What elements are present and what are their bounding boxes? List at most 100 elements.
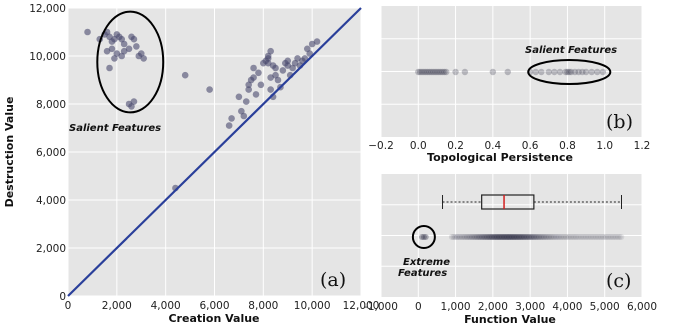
data-point <box>571 68 579 76</box>
data-point <box>463 234 470 240</box>
y-ticks-a: 0 2,000 4,000 6,000 8,000 10,000 12,000 <box>29 3 66 303</box>
data-point <box>435 68 442 76</box>
points-c <box>419 234 625 240</box>
data-point <box>564 234 571 240</box>
data-point <box>534 234 541 240</box>
scatter-panel-a: Salient Features (a) 0 2,000 4,000 6,000 8,0… <box>3 3 379 325</box>
grid-b <box>380 6 643 137</box>
data-point <box>500 234 507 240</box>
x-ticks-a: 0 2,000 4,000 6,000 8,000 10,000 12,000 <box>65 300 380 312</box>
data-point <box>549 234 556 240</box>
data-point <box>505 234 512 240</box>
x-tick-label: 5,000 <box>590 301 620 313</box>
points-a <box>84 28 321 192</box>
data-point <box>596 234 603 240</box>
x-axis-label-a: Creation Value <box>168 312 259 325</box>
data-point <box>564 68 571 76</box>
data-point <box>430 68 437 76</box>
data-point <box>418 68 426 76</box>
data-point <box>531 234 538 240</box>
data-point <box>441 68 448 76</box>
data-point <box>250 74 257 81</box>
data-point <box>552 234 559 240</box>
data-point <box>514 234 521 240</box>
data-point <box>616 234 623 240</box>
data-point <box>537 234 544 240</box>
x-tick-label: −0.2 <box>368 140 394 152</box>
data-point <box>468 234 475 240</box>
data-point <box>541 234 548 240</box>
annotation-extreme-line2: Features <box>398 268 447 279</box>
data-point <box>467 234 474 240</box>
data-point <box>489 234 496 240</box>
data-point <box>502 234 509 240</box>
x-tick-label: 0.2 <box>447 140 464 152</box>
data-point <box>472 234 479 240</box>
data-point <box>556 68 564 76</box>
data-point <box>264 59 272 67</box>
data-point <box>557 234 564 240</box>
data-point <box>84 28 91 36</box>
diagonal-line <box>67 7 362 297</box>
data-point <box>461 68 469 76</box>
x-ticks-c: -1,000 0 1,000 2,000 3,000 4,000 5,000 6,000 <box>364 301 657 313</box>
data-point <box>599 234 606 240</box>
data-point <box>120 40 128 48</box>
data-point <box>586 234 593 240</box>
data-point <box>532 234 539 240</box>
y-axis-label-a: Destruction Value <box>3 97 16 208</box>
panel-label-b: (b) <box>606 111 633 133</box>
data-point <box>487 234 494 240</box>
data-point <box>475 234 482 240</box>
data-point <box>294 55 301 62</box>
data-point <box>433 68 441 76</box>
x-tick-label: 0.8 <box>559 140 576 152</box>
data-point <box>578 234 585 240</box>
data-point <box>426 68 433 76</box>
data-point <box>242 98 250 105</box>
data-point <box>569 234 576 240</box>
x-tick-label: 8,000 <box>248 300 278 312</box>
data-point <box>536 234 543 240</box>
data-point <box>284 62 292 69</box>
data-point <box>582 68 590 76</box>
data-point <box>267 74 274 81</box>
annotation-extreme-line1: Extreme <box>403 257 450 268</box>
data-point <box>522 234 529 240</box>
x-tick-label: 2,000 <box>478 301 508 313</box>
data-point <box>529 234 536 240</box>
y-tick-label: 12,000 <box>29 3 66 15</box>
data-point <box>606 234 613 240</box>
salient-ellipse-a <box>96 10 165 114</box>
data-point <box>618 234 625 240</box>
data-point <box>504 234 511 240</box>
data-point <box>267 47 274 55</box>
x-tick-label: 0.6 <box>522 140 539 152</box>
data-point <box>108 45 116 53</box>
data-point <box>593 234 600 240</box>
data-point <box>561 234 568 240</box>
annotation-salient-b: Salient Features <box>525 45 617 56</box>
data-point <box>284 57 292 65</box>
data-point <box>470 234 477 240</box>
data-point <box>594 68 601 76</box>
x-tick-label: 4,000 <box>151 300 181 312</box>
data-point <box>420 68 428 76</box>
data-point <box>455 234 462 240</box>
data-point <box>575 68 582 76</box>
data-point <box>257 81 265 89</box>
x-axis-label-b: Topological Persistence <box>427 151 573 164</box>
data-point <box>482 234 489 240</box>
data-point <box>415 68 422 76</box>
data-point <box>594 234 601 240</box>
data-point <box>588 234 595 240</box>
y-tick-label: 10,000 <box>29 51 66 63</box>
data-point <box>567 68 575 76</box>
data-point <box>130 35 138 43</box>
x-tick-label: -1,000 <box>364 301 398 313</box>
x-tick-label: 0.4 <box>485 140 502 152</box>
data-point <box>588 68 595 76</box>
data-point <box>544 234 551 240</box>
data-point <box>313 38 321 45</box>
data-point <box>437 68 444 76</box>
